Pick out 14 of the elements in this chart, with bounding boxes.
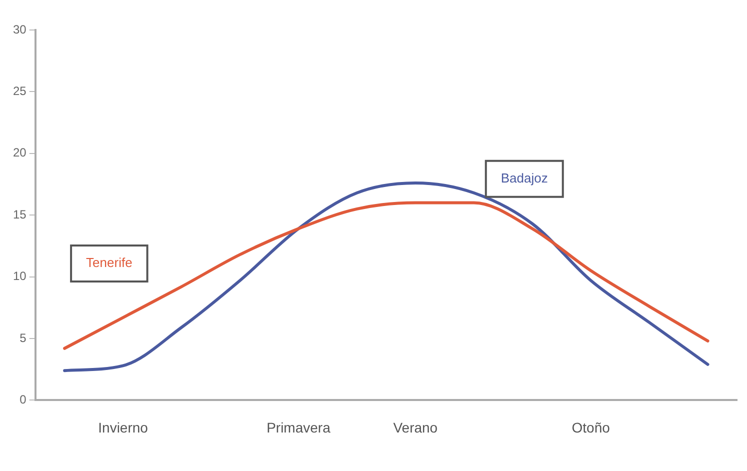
x-tick-label: Otoño [572, 419, 610, 436]
y-tick-label: 0 [20, 392, 27, 407]
y-tick-label: 20 [12, 146, 27, 160]
y-tick-label: 15 [12, 207, 27, 222]
line-series [63, 201, 710, 350]
text: Tenerife [86, 255, 132, 270]
x-tick-label: Invierno [98, 419, 148, 436]
x-tick-label: Verano [393, 419, 438, 436]
y-tick-label: 5 [20, 330, 27, 345]
y-tick-label: 30 [12, 22, 27, 36]
y-tick-label: 25 [12, 84, 27, 98]
y-tick-label: 10 [12, 269, 27, 284]
series-label: Badajoz [500, 170, 548, 186]
x-tick-label: Primavera [266, 419, 331, 436]
